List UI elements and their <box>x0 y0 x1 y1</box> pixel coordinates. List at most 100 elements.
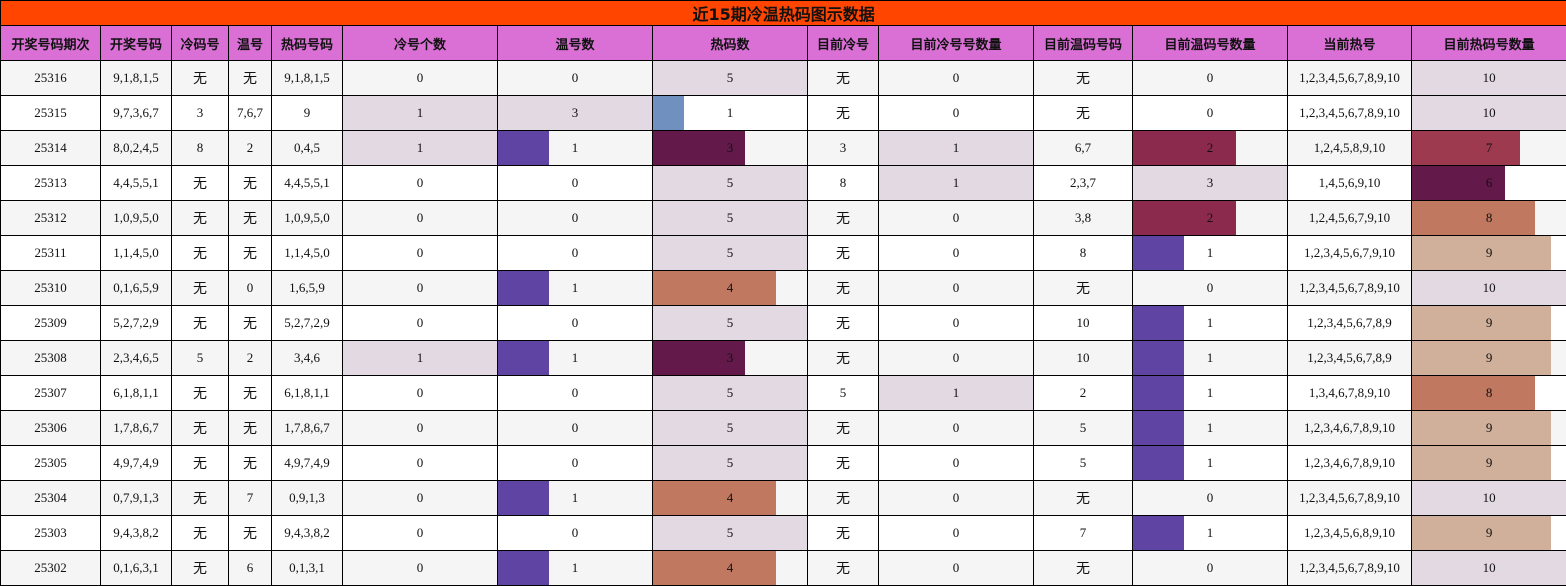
value-bar <box>1133 201 1236 235</box>
table-cell: 25313 <box>1 166 101 201</box>
table-cell: 无 <box>229 411 272 446</box>
cell-text: 无 <box>193 71 207 87</box>
cell-text: 0 <box>572 210 579 225</box>
table-cell: 8 <box>172 131 229 166</box>
cell-text: 2 <box>1080 385 1087 400</box>
column-header[interactable]: 冷号个数 <box>343 26 498 61</box>
cell-text: 9,1,8,1,5 <box>113 70 159 85</box>
cell-text: 无 <box>836 456 850 472</box>
cell-text: 4,9,7,4,9 <box>113 455 159 470</box>
table-cell: 5 <box>1034 411 1133 446</box>
cell-text: 无 <box>836 246 850 262</box>
table-cell: 1 <box>1133 306 1288 341</box>
table-cell: 5 <box>653 446 808 481</box>
table-cell: 10 <box>1034 341 1133 376</box>
cell-text: 25313 <box>34 175 67 190</box>
value-bar <box>1412 341 1551 375</box>
column-header[interactable]: 冷码号 <box>172 26 229 61</box>
column-header[interactable]: 温号 <box>229 26 272 61</box>
table-cell: 无 <box>1034 61 1133 96</box>
column-header[interactable]: 目前热码号数量 <box>1412 26 1566 61</box>
cell-text: 0 <box>417 420 424 435</box>
column-header[interactable]: 开奖号码 <box>101 26 172 61</box>
cell-text: 无 <box>193 211 207 227</box>
table-cell: 0 <box>879 306 1034 341</box>
column-header[interactable]: 热码数 <box>653 26 808 61</box>
cell-text: 10 <box>1077 315 1090 330</box>
cell-text: 1 <box>1207 455 1214 470</box>
value-bar <box>498 271 549 305</box>
table-cell: 6 <box>229 551 272 586</box>
column-header[interactable]: 目前冷号 <box>808 26 879 61</box>
value-bar <box>1133 446 1184 480</box>
cell-text: 3,4,6 <box>294 350 320 365</box>
column-header[interactable]: 热码号码 <box>272 26 343 61</box>
column-header[interactable]: 开奖号码期次 <box>1 26 101 61</box>
cell-text: 4 <box>727 280 734 295</box>
table-cell: 0 <box>498 306 653 341</box>
cell-text: 0 <box>953 105 960 120</box>
cell-text: 1 <box>1207 385 1214 400</box>
table-cell: 0 <box>879 516 1034 551</box>
cell-text: 无 <box>243 386 257 402</box>
column-header[interactable]: 目前温码号数量 <box>1133 26 1288 61</box>
table-cell: 1,2,3,4,5,6,7,8,9,10 <box>1288 96 1412 131</box>
cell-text: 25308 <box>34 350 67 365</box>
table-cell: 5 <box>808 376 879 411</box>
cell-text: 25310 <box>34 280 67 295</box>
table-cell: 7 <box>1412 131 1566 166</box>
table-cell: 1 <box>498 131 653 166</box>
table-cell: 0 <box>1133 481 1288 516</box>
cell-text: 无 <box>836 491 850 507</box>
table-cell: 0 <box>498 411 653 446</box>
cell-text: 9,7,3,6,7 <box>113 105 159 120</box>
table-cell: 7 <box>1034 516 1133 551</box>
cell-text: 1,2,3,4,5,6,7,8,9,10 <box>1299 560 1400 575</box>
table-cell: 0 <box>1133 271 1288 306</box>
cell-text: 0 <box>953 280 960 295</box>
cell-text: 0 <box>417 280 424 295</box>
cell-text: 9 <box>1486 245 1493 260</box>
table-cell: 9 <box>1412 516 1566 551</box>
cell-text: 7,6,7 <box>237 105 263 120</box>
cell-text: 0 <box>1207 560 1214 575</box>
table-cell: 0 <box>343 481 498 516</box>
table-cell: 1 <box>343 96 498 131</box>
cell-text: 0 <box>953 420 960 435</box>
value-bar <box>1412 411 1551 445</box>
table-cell: 3 <box>172 96 229 131</box>
column-header[interactable]: 目前冷号号数量 <box>879 26 1034 61</box>
table-cell: 5 <box>653 61 808 96</box>
cell-text: 1 <box>727 105 734 120</box>
cell-text: 无 <box>193 246 207 262</box>
cell-text: 1,4,5,6,9,10 <box>1319 175 1381 190</box>
cell-text: 无 <box>1076 281 1090 297</box>
table-cell: 1 <box>498 271 653 306</box>
table-cell: 无 <box>1034 271 1133 306</box>
table-cell: 无 <box>172 306 229 341</box>
cell-text: 无 <box>243 211 257 227</box>
table-cell: 1 <box>343 341 498 376</box>
cell-text: 5 <box>727 175 734 190</box>
cell-text: 0 <box>572 315 579 330</box>
cell-text: 0 <box>953 315 960 330</box>
table-cell: 0 <box>343 516 498 551</box>
value-bar <box>653 481 776 515</box>
table-cell: 2,3,7 <box>1034 166 1133 201</box>
table-cell: 0 <box>229 271 272 306</box>
table-cell: 无 <box>229 61 272 96</box>
table-cell: 0,4,5 <box>272 131 343 166</box>
cell-text: 10 <box>1077 350 1090 365</box>
cell-text: 1,2,3,4,5,6,7,8,9,10 <box>1299 105 1400 120</box>
cell-text: 1 <box>953 140 960 155</box>
table-cell: 8 <box>1412 201 1566 236</box>
table-cell: 0 <box>498 376 653 411</box>
cell-text: 25306 <box>34 420 67 435</box>
column-header[interactable]: 温号数 <box>498 26 653 61</box>
column-header[interactable]: 目前温码号码 <box>1034 26 1133 61</box>
column-header[interactable]: 当前热号 <box>1288 26 1412 61</box>
